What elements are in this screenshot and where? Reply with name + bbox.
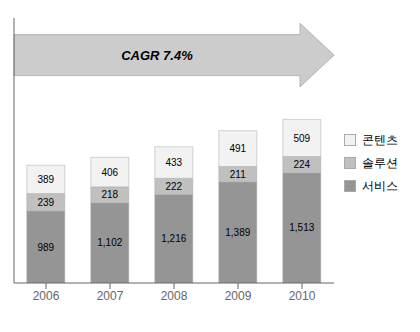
svg-text:2008: 2008 — [161, 289, 188, 303]
svg-text:1,389: 1,389 — [225, 227, 250, 238]
svg-text:1,513: 1,513 — [289, 222, 314, 233]
svg-text:509: 509 — [293, 133, 310, 144]
svg-text:389: 389 — [37, 174, 54, 185]
svg-text:2010: 2010 — [289, 289, 316, 303]
svg-text:2006: 2006 — [33, 289, 60, 303]
svg-text:239: 239 — [37, 197, 54, 208]
svg-text:2009: 2009 — [225, 289, 252, 303]
svg-text:224: 224 — [293, 159, 310, 170]
svg-text:989: 989 — [37, 242, 54, 253]
svg-text:2007: 2007 — [97, 289, 124, 303]
html-text:솔루션: 솔루션 — [362, 155, 398, 170]
svg-text:222: 222 — [165, 181, 182, 192]
svg-text:218: 218 — [101, 189, 118, 200]
svg-text:CAGR 7.4%: CAGR 7.4% — [121, 48, 193, 63]
svg-text:1,102: 1,102 — [97, 237, 122, 248]
svg-text:491: 491 — [229, 143, 246, 154]
svg-text:406: 406 — [101, 167, 118, 178]
svg-text:433: 433 — [165, 157, 182, 168]
svg-text:1,216: 1,216 — [161, 233, 186, 244]
html-text:콘텐츠: 콘텐츠 — [362, 132, 398, 147]
svg-text:211: 211 — [230, 169, 246, 180]
html-text:서비스: 서비스 — [362, 178, 398, 193]
